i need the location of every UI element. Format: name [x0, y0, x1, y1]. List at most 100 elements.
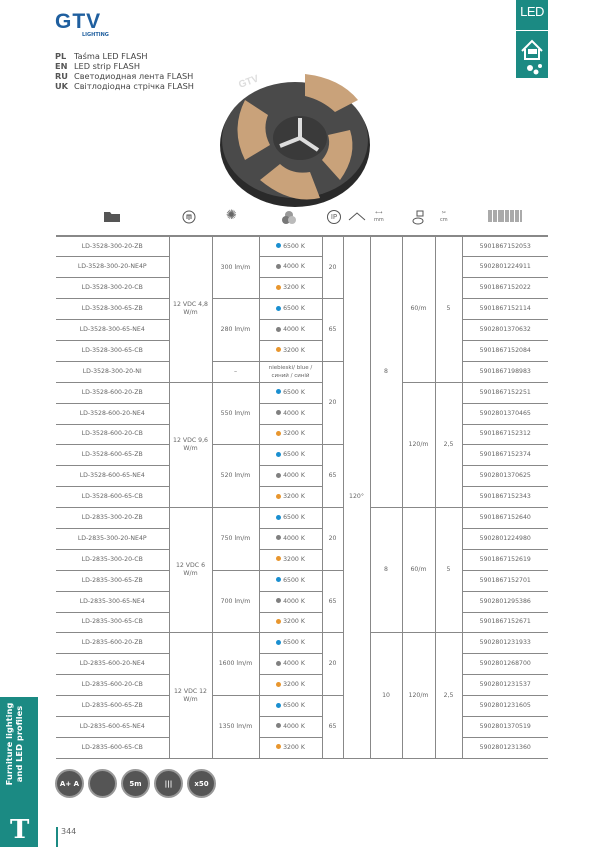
lumen-cell: 1600 lm/m	[211, 632, 260, 697]
lumen-cell: 280 lm/m	[211, 298, 260, 362]
dimmable-icon	[88, 769, 117, 798]
ean-code: 5902801231605	[461, 695, 548, 717]
ean-code: 5902801295386	[461, 590, 548, 613]
language-code: PL	[55, 51, 67, 61]
ip-rating-icon: IP	[327, 210, 341, 224]
ean-code: 5901867152084	[461, 339, 548, 362]
table-row: LD-2835-300-20-CB 3200 K 5901867152619	[56, 548, 548, 571]
product-name: LED strip FLASH	[74, 61, 140, 71]
product-code: LD-2835-300-20-CB	[56, 548, 170, 571]
color-temperature-cell: 6500 K	[258, 507, 323, 529]
language-code: RU	[55, 71, 68, 81]
ean-code: 5902801370465	[461, 402, 548, 425]
color-temperature: 3200 K	[283, 743, 305, 751]
ean-code: 5902801370519	[461, 715, 548, 738]
color-temperature: 4000 K	[283, 722, 305, 730]
grey-dot-icon	[276, 660, 282, 666]
table-row: LD-2835-600-65-NE4 4000 K 5902801370519	[56, 715, 548, 738]
ean-code: 5901867198983	[461, 360, 548, 383]
leds-per-m-cell: 120/m	[401, 381, 436, 509]
ip-cell: 20	[321, 235, 344, 300]
orange-dot-icon	[276, 556, 282, 562]
product-name: Светодиодная лента FLASH	[74, 71, 194, 81]
cut-cm-cell: 5	[434, 507, 463, 634]
ean-code: 5901867152619	[461, 548, 548, 571]
ean-code: 5902801370632	[461, 319, 548, 341]
color-temperature: 4000 K	[283, 597, 305, 605]
table-row: LD-3528-300-65-NE4 4000 K 5902801370632	[56, 319, 548, 341]
table-row: LD-2835-600-20-NE4 4000 K 5902801268700	[56, 653, 548, 676]
product-code: LD-2835-300-20-NE4P	[56, 527, 170, 550]
lumen-cell: 750 lm/m	[211, 507, 260, 571]
luminous-flux-icon: ✺	[226, 208, 237, 223]
ean-code: 5902801224980	[461, 527, 548, 550]
ip-cell: 20	[321, 632, 344, 697]
product-code: LD-3528-600-20-ZB	[56, 381, 170, 404]
cut-cm-cell: 2,5	[434, 632, 463, 759]
product-code: LD-2835-600-20-NE4	[56, 653, 170, 676]
led-label: LED	[516, 0, 548, 31]
color-temperature: 3200 K	[283, 681, 305, 689]
table-row: LD-2835-300-65-ZB 700 lm/m 6500 K 65 5901867…	[56, 569, 548, 634]
angle-cell: 120°	[342, 235, 371, 759]
product-code: LD-3528-600-65-NE4	[56, 465, 170, 488]
blue-dot-icon	[276, 577, 282, 583]
ip-cell: 20	[321, 507, 344, 571]
color-temperature: 4000 K	[283, 409, 305, 417]
product-code: LD-2835-600-65-NE4	[56, 715, 170, 738]
color-temperature-cell: 3200 K	[258, 423, 323, 446]
product-name-en: EN LED strip FLASH	[55, 61, 194, 71]
color-temperature-cell: 4000 K	[258, 256, 323, 279]
lumen-cell: 700 lm/m	[211, 569, 260, 634]
section-sidebar: Furniture lighting and LED profiles T	[0, 697, 38, 847]
length-5m-icon: 5m	[121, 769, 150, 798]
width-mm-cell: 8	[369, 507, 403, 634]
color-temperature: 3200 K	[283, 284, 305, 292]
product-name-pl: PL Taśma LED FLASH	[55, 51, 194, 61]
product-code: LD-2835-600-65-CB	[56, 736, 170, 759]
blue-dot-icon	[276, 514, 282, 520]
leds-per-m-cell: 60/m	[401, 507, 436, 634]
color-temperature: 6500 K	[283, 305, 305, 313]
product-code: LD-2835-300-20-ZB	[56, 507, 170, 529]
ean-code: 5901867152343	[461, 486, 548, 509]
ip-cell: 65	[321, 444, 344, 509]
color-temperature: niebieski/ blue / синий / синій	[268, 364, 313, 379]
product-name: Taśma LED FLASH	[74, 51, 148, 61]
led-strip-reel-image: GTV	[220, 73, 370, 207]
ip-cell: 65	[321, 569, 344, 634]
orange-dot-icon	[276, 618, 282, 624]
table-row: LD-2835-300-20-ZB 12 VDC 6 W/m 750 lm/m 650…	[56, 507, 548, 634]
ean-code: 5902801268700	[461, 653, 548, 676]
blue-dot-icon	[276, 389, 282, 395]
product-code: LD-3528-300-65-CB	[56, 339, 170, 362]
color-temperature-cell: 6500 K	[258, 298, 323, 321]
ean-code: 5901867152374	[461, 444, 548, 467]
color-temperature: 4000 K	[283, 534, 305, 542]
color-temperature-cell: niebieski/ blue / синий / синій	[258, 360, 323, 383]
product-code: LD-3528-600-65-ZB	[56, 444, 170, 467]
grey-dot-icon	[276, 472, 282, 478]
table-row: LD-2835-600-20-CB 3200 K 5902801231537	[56, 674, 548, 697]
driver-icon: |||	[154, 769, 183, 798]
color-temperature: 3200 K	[283, 618, 305, 626]
product-code: LD-2835-300-65-ZB	[56, 569, 170, 592]
leds-per-m-cell: 60/m	[401, 235, 436, 383]
voltage-cell: 12 VDC 9,6 W/m	[168, 381, 213, 509]
table-row: LD-3528-600-20-NE4 4000 K 5902801370465	[56, 402, 548, 425]
ean-code: 5902801231360	[461, 736, 548, 759]
smart-home-icon	[521, 39, 543, 75]
color-temperature-cell: 3200 K	[258, 548, 323, 571]
product-code: LD-2835-300-65-CB	[56, 611, 170, 634]
voltage-cell: 12 VDC 6 W/m	[168, 507, 213, 634]
orange-dot-icon	[276, 284, 282, 290]
product-code: LD-3528-300-20-CB	[56, 277, 170, 300]
table-row: LD-3528-600-20-ZB 12 VDC 9,6 W/m 550 lm/m 6…	[56, 381, 548, 509]
color-temperature: 6500 K	[283, 702, 305, 710]
product-code: LD-3528-300-20-ZB	[56, 235, 170, 258]
color-temperature-cell: 6500 K	[258, 381, 323, 404]
ean-code: 5901867152022	[461, 277, 548, 300]
blue-dot-icon	[276, 702, 282, 708]
voltage-cell: 12 VDC 4,8 W/m	[168, 235, 213, 383]
table-row: LD-2835-300-20-NE4P 4000 K 5902801224980	[56, 527, 548, 550]
